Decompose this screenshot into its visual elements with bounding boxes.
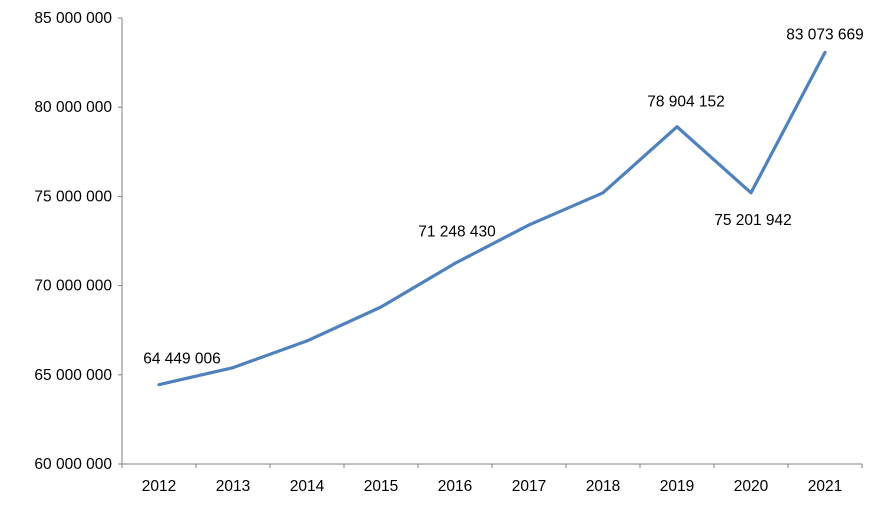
- x-axis-label: 2017: [512, 478, 546, 495]
- y-axis-label: 75 000 000: [34, 188, 112, 205]
- data-label: 71 248 430: [418, 223, 496, 240]
- y-axis-label: 65 000 000: [34, 367, 112, 384]
- series-line: [157, 50, 827, 387]
- data-label: 75 201 942: [714, 212, 792, 229]
- x-axis-label: 2013: [216, 478, 250, 495]
- x-axis-label: 2016: [438, 478, 472, 495]
- x-axis-label: 2021: [808, 478, 842, 495]
- x-axis-label: 2015: [364, 478, 398, 495]
- data-label: 64 449 006: [143, 351, 221, 368]
- x-axis-label: 2012: [142, 478, 176, 495]
- x-axis-label: 2020: [734, 478, 769, 495]
- data-label: 78 904 152: [647, 94, 725, 111]
- y-axis-label: 85 000 000: [34, 10, 112, 27]
- y-axis-label: 70 000 000: [34, 278, 112, 295]
- x-axis-label: 2014: [290, 478, 325, 495]
- y-axis-label: 60 000 000: [34, 456, 112, 473]
- x-axis-label: 2019: [660, 478, 694, 495]
- y-axis-label: 80 000 000: [34, 99, 112, 116]
- x-axis-label: 2018: [586, 478, 620, 495]
- data-label: 83 073 669: [786, 26, 864, 43]
